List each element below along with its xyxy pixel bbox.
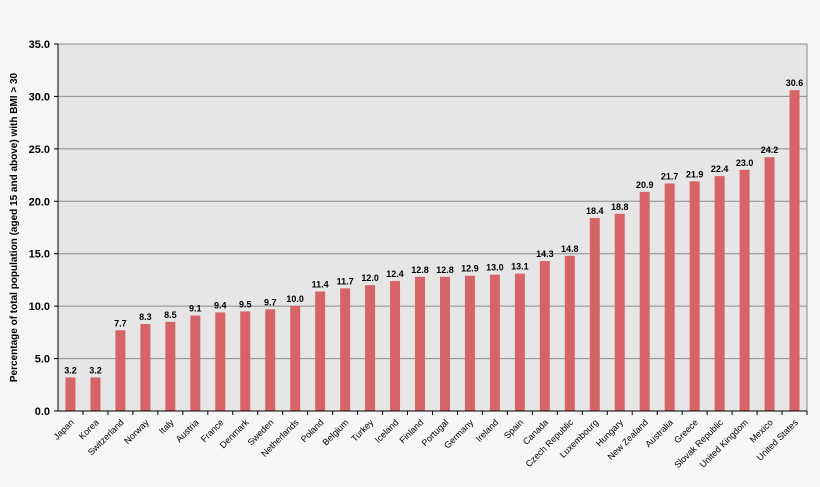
data-label: 18.8 (611, 202, 629, 212)
data-label: 21.9 (686, 169, 704, 179)
bar (415, 276, 426, 411)
bar (65, 377, 76, 411)
bar (115, 330, 126, 411)
x-tick-label: Spain (502, 417, 525, 440)
data-label: 22.4 (711, 164, 729, 174)
data-label: 24.2 (761, 145, 779, 155)
data-label: 12.8 (411, 265, 429, 275)
data-label: 12.8 (436, 265, 454, 275)
bar (714, 176, 725, 411)
x-tick-label: Belgium (320, 417, 350, 447)
data-label: 14.8 (561, 244, 579, 254)
bar (140, 323, 151, 411)
bar (340, 288, 351, 411)
bar (265, 309, 276, 411)
data-label: 9.4 (214, 300, 227, 310)
y-tick-label: 30.0 (29, 91, 50, 103)
data-label: 8.3 (139, 312, 152, 322)
data-label: 10.0 (286, 294, 304, 304)
bar (439, 276, 450, 411)
x-tick-label: Japan (51, 417, 75, 441)
x-tick-label: Norway (122, 417, 151, 446)
bar (564, 255, 575, 411)
data-label: 9.5 (239, 299, 252, 309)
x-tick-label: Ireland (474, 417, 501, 444)
y-tick-label: 35.0 (29, 39, 50, 51)
bar (90, 377, 101, 411)
bar (764, 157, 775, 411)
data-label: 3.2 (64, 365, 77, 375)
x-tick-label: Iceland (373, 417, 401, 445)
data-label: 12.0 (361, 273, 379, 283)
data-label: 7.7 (114, 318, 127, 328)
y-tick-label: 15.0 (29, 249, 50, 261)
data-label: 13.0 (486, 263, 504, 273)
bar (789, 90, 800, 411)
data-label: 18.4 (586, 206, 604, 216)
data-label: 3.2 (89, 365, 102, 375)
data-label: 13.1 (511, 262, 529, 272)
bar (539, 261, 550, 411)
data-label: 11.7 (337, 276, 354, 286)
bar (315, 291, 326, 411)
bar (689, 181, 700, 411)
bar (165, 321, 176, 411)
x-tick-label: Australia (643, 417, 675, 449)
data-label: 30.6 (786, 78, 804, 88)
data-label: 14.3 (536, 249, 554, 259)
y-tick-label: 5.0 (35, 354, 50, 366)
data-label: 23.0 (736, 158, 754, 168)
bar (589, 218, 600, 411)
bar (664, 183, 675, 411)
bar (464, 275, 475, 411)
bars (65, 90, 800, 411)
bar (190, 315, 201, 411)
y-tick-label: 25.0 (29, 144, 50, 156)
y-tick-label: 10.0 (29, 301, 50, 313)
bar (639, 191, 650, 411)
bar (514, 273, 525, 411)
bar (365, 285, 376, 411)
bar (290, 306, 301, 411)
data-label: 21.7 (661, 171, 679, 181)
data-label: 20.9 (636, 180, 654, 190)
data-labels: 3.2 3.2 7.7 8.3 8.5 9.1 9.4 9.5 9.7 10.0 11.4 11.7 1… (64, 78, 803, 375)
y-axis-title: Percentage of total population (aged 15 … (9, 72, 20, 382)
data-label: 9.7 (264, 297, 277, 307)
data-label: 11.4 (312, 279, 329, 289)
y-tick-label: 0.0 (35, 406, 50, 418)
bar (614, 213, 625, 411)
x-tick-label: Turkey (349, 417, 376, 444)
bar (215, 312, 226, 411)
x-tick-label: Italy (157, 417, 176, 436)
y-tick-label: 20.0 (29, 196, 50, 208)
gridlines (58, 43, 807, 360)
bar (739, 169, 750, 411)
x-tick-label: Austria (174, 417, 201, 444)
bar (390, 280, 401, 411)
data-label: 9.1 (189, 304, 202, 314)
data-label: 8.5 (164, 310, 177, 320)
data-label: 12.9 (461, 264, 479, 274)
bar (489, 274, 500, 411)
data-label: 12.4 (386, 269, 404, 279)
bar (240, 311, 251, 411)
plot-area (57, 43, 808, 412)
